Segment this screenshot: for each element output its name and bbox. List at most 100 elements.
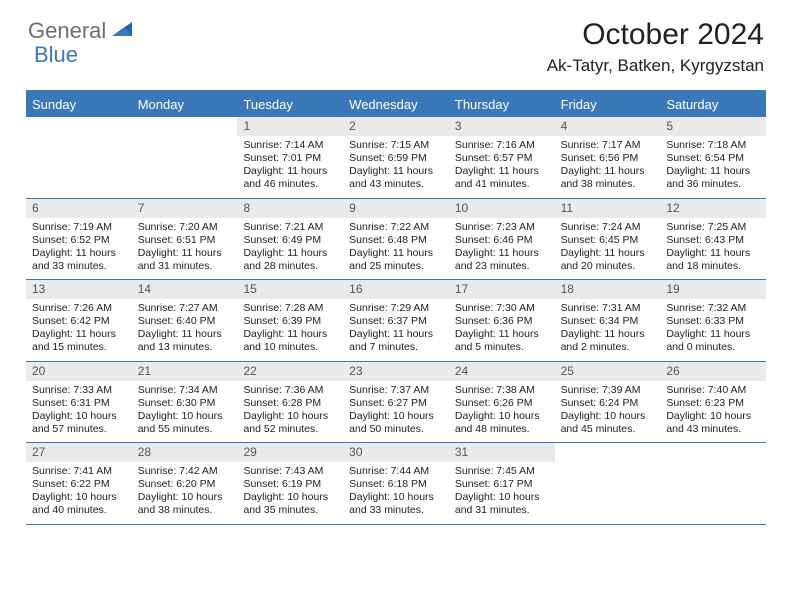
sunrise-text: Sunrise: 7:40 AM [666, 384, 760, 397]
day-body: Sunrise: 7:29 AMSunset: 6:37 PMDaylight:… [343, 299, 449, 361]
daylight-text: Daylight: 11 hours and 10 minutes. [243, 328, 337, 354]
daylight-text: Daylight: 10 hours and 35 minutes. [243, 491, 337, 517]
day-cell: 27Sunrise: 7:41 AMSunset: 6:22 PMDayligh… [26, 443, 132, 524]
sunrise-text: Sunrise: 7:17 AM [561, 139, 655, 152]
sunrise-text: Sunrise: 7:33 AM [32, 384, 126, 397]
day-body: Sunrise: 7:22 AMSunset: 6:48 PMDaylight:… [343, 218, 449, 280]
day-cell: . [26, 117, 132, 198]
daylight-text: Daylight: 11 hours and 36 minutes. [666, 165, 760, 191]
sunrise-text: Sunrise: 7:20 AM [138, 221, 232, 234]
day-body: Sunrise: 7:41 AMSunset: 6:22 PMDaylight:… [26, 462, 132, 524]
calendar: SundayMondayTuesdayWednesdayThursdayFrid… [26, 90, 766, 525]
sunset-text: Sunset: 6:30 PM [138, 397, 232, 410]
day-cell: . [555, 443, 661, 524]
sunrise-text: Sunrise: 7:32 AM [666, 302, 760, 315]
day-body: Sunrise: 7:25 AMSunset: 6:43 PMDaylight:… [660, 218, 766, 280]
day-number: 31 [449, 443, 555, 462]
sunrise-text: Sunrise: 7:28 AM [243, 302, 337, 315]
day-number: 23 [343, 362, 449, 381]
sunrise-text: Sunrise: 7:15 AM [349, 139, 443, 152]
sunrise-text: Sunrise: 7:14 AM [243, 139, 337, 152]
sunset-text: Sunset: 6:45 PM [561, 234, 655, 247]
day-body: Sunrise: 7:26 AMSunset: 6:42 PMDaylight:… [26, 299, 132, 361]
month-title: October 2024 [547, 18, 764, 52]
daylight-text: Daylight: 11 hours and 46 minutes. [243, 165, 337, 191]
day-cell: 1Sunrise: 7:14 AMSunset: 7:01 PMDaylight… [237, 117, 343, 198]
day-body: Sunrise: 7:24 AMSunset: 6:45 PMDaylight:… [555, 218, 661, 280]
week-row: 20Sunrise: 7:33 AMSunset: 6:31 PMDayligh… [26, 362, 766, 444]
day-body: Sunrise: 7:37 AMSunset: 6:27 PMDaylight:… [343, 381, 449, 443]
sunset-text: Sunset: 6:40 PM [138, 315, 232, 328]
sunrise-text: Sunrise: 7:44 AM [349, 465, 443, 478]
day-number: 21 [132, 362, 238, 381]
brand-blue-wrap: Blue [34, 42, 78, 68]
day-cell: 17Sunrise: 7:30 AMSunset: 6:36 PMDayligh… [449, 280, 555, 361]
brand-triangle-icon [112, 20, 134, 43]
day-cell: 23Sunrise: 7:37 AMSunset: 6:27 PMDayligh… [343, 362, 449, 443]
day-cell: 4Sunrise: 7:17 AMSunset: 6:56 PMDaylight… [555, 117, 661, 198]
sunrise-text: Sunrise: 7:36 AM [243, 384, 337, 397]
day-body: Sunrise: 7:45 AMSunset: 6:17 PMDaylight:… [449, 462, 555, 524]
day-body: Sunrise: 7:34 AMSunset: 6:30 PMDaylight:… [132, 381, 238, 443]
day-number: 3 [449, 117, 555, 136]
sunrise-text: Sunrise: 7:29 AM [349, 302, 443, 315]
sunset-text: Sunset: 6:37 PM [349, 315, 443, 328]
dow-header: Sunday [26, 92, 132, 117]
day-number: 22 [237, 362, 343, 381]
daylight-text: Daylight: 11 hours and 2 minutes. [561, 328, 655, 354]
day-cell: 20Sunrise: 7:33 AMSunset: 6:31 PMDayligh… [26, 362, 132, 443]
brand-general: General [28, 18, 106, 44]
day-body: Sunrise: 7:33 AMSunset: 6:31 PMDaylight:… [26, 381, 132, 443]
day-cell: 24Sunrise: 7:38 AMSunset: 6:26 PMDayligh… [449, 362, 555, 443]
brand-logo: General [28, 18, 114, 44]
day-number: 8 [237, 199, 343, 218]
sunset-text: Sunset: 6:43 PM [666, 234, 760, 247]
day-cell: . [660, 443, 766, 524]
sunset-text: Sunset: 6:26 PM [455, 397, 549, 410]
dow-header: Saturday [660, 92, 766, 117]
sunrise-text: Sunrise: 7:21 AM [243, 221, 337, 234]
sunset-text: Sunset: 6:34 PM [561, 315, 655, 328]
day-cell: 8Sunrise: 7:21 AMSunset: 6:49 PMDaylight… [237, 199, 343, 280]
day-number: 20 [26, 362, 132, 381]
day-number: 29 [237, 443, 343, 462]
sunrise-text: Sunrise: 7:31 AM [561, 302, 655, 315]
day-cell: 3Sunrise: 7:16 AMSunset: 6:57 PMDaylight… [449, 117, 555, 198]
sunrise-text: Sunrise: 7:30 AM [455, 302, 549, 315]
week-row: 27Sunrise: 7:41 AMSunset: 6:22 PMDayligh… [26, 443, 766, 525]
sunrise-text: Sunrise: 7:19 AM [32, 221, 126, 234]
sunrise-text: Sunrise: 7:27 AM [138, 302, 232, 315]
day-number: 17 [449, 280, 555, 299]
sunrise-text: Sunrise: 7:41 AM [32, 465, 126, 478]
dow-header: Wednesday [343, 92, 449, 117]
daylight-text: Daylight: 10 hours and 31 minutes. [455, 491, 549, 517]
day-cell: 10Sunrise: 7:23 AMSunset: 6:46 PMDayligh… [449, 199, 555, 280]
day-cell: 29Sunrise: 7:43 AMSunset: 6:19 PMDayligh… [237, 443, 343, 524]
day-body: Sunrise: 7:21 AMSunset: 6:49 PMDaylight:… [237, 218, 343, 280]
day-cell: 30Sunrise: 7:44 AMSunset: 6:18 PMDayligh… [343, 443, 449, 524]
header: General October 2024 Ak-Tatyr, Batken, K… [0, 0, 792, 84]
daylight-text: Daylight: 10 hours and 57 minutes. [32, 410, 126, 436]
day-cell: 26Sunrise: 7:40 AMSunset: 6:23 PMDayligh… [660, 362, 766, 443]
sunset-text: Sunset: 6:56 PM [561, 152, 655, 165]
day-cell: 18Sunrise: 7:31 AMSunset: 6:34 PMDayligh… [555, 280, 661, 361]
day-body: Sunrise: 7:19 AMSunset: 6:52 PMDaylight:… [26, 218, 132, 280]
sunrise-text: Sunrise: 7:24 AM [561, 221, 655, 234]
day-cell: 28Sunrise: 7:42 AMSunset: 6:20 PMDayligh… [132, 443, 238, 524]
day-cell: 7Sunrise: 7:20 AMSunset: 6:51 PMDaylight… [132, 199, 238, 280]
sunrise-text: Sunrise: 7:23 AM [455, 221, 549, 234]
day-number: 27 [26, 443, 132, 462]
day-number: 9 [343, 199, 449, 218]
day-body: Sunrise: 7:23 AMSunset: 6:46 PMDaylight:… [449, 218, 555, 280]
day-number: 4 [555, 117, 661, 136]
day-cell: 2Sunrise: 7:15 AMSunset: 6:59 PMDaylight… [343, 117, 449, 198]
day-cell: 19Sunrise: 7:32 AMSunset: 6:33 PMDayligh… [660, 280, 766, 361]
sunset-text: Sunset: 6:18 PM [349, 478, 443, 491]
day-number: 13 [26, 280, 132, 299]
day-number: 2 [343, 117, 449, 136]
sunset-text: Sunset: 6:46 PM [455, 234, 549, 247]
daylight-text: Daylight: 11 hours and 18 minutes. [666, 247, 760, 273]
sunset-text: Sunset: 6:36 PM [455, 315, 549, 328]
day-body: Sunrise: 7:36 AMSunset: 6:28 PMDaylight:… [237, 381, 343, 443]
week-row: 6Sunrise: 7:19 AMSunset: 6:52 PMDaylight… [26, 199, 766, 281]
